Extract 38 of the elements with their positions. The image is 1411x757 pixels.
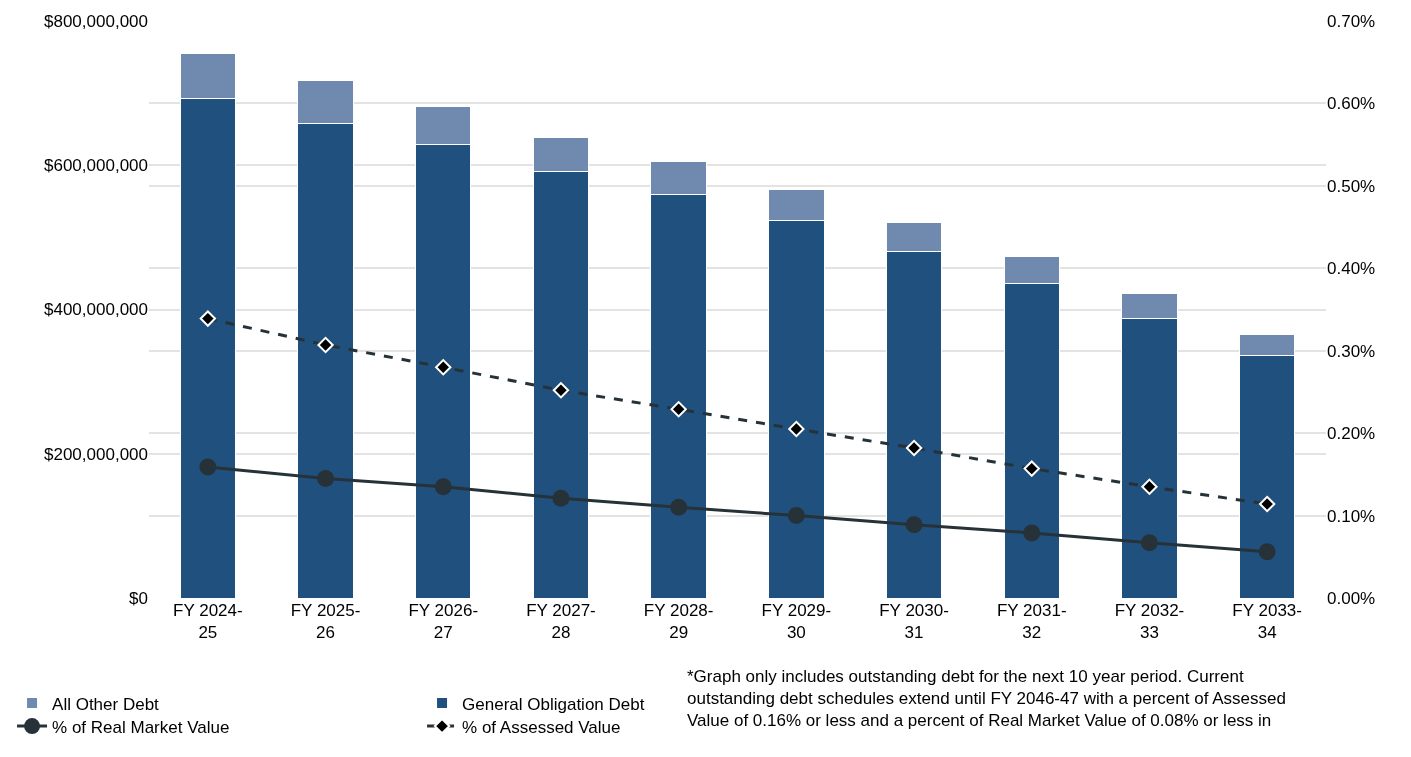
point <box>787 507 805 525</box>
point <box>552 489 570 507</box>
x-tick-label: FY 2024-25 <box>173 601 243 643</box>
x-tick-label: FY 2033-34 <box>1232 601 1302 643</box>
point <box>1258 543 1276 561</box>
y2-tick-label: 0.60% <box>1327 94 1376 114</box>
y2-tick-label: 0.30% <box>1327 341 1376 361</box>
y-tick-label: $400,000,000 <box>44 300 148 320</box>
x-tick-label: FY 2027-28 <box>526 601 596 643</box>
legend-label: General Obligation Debt <box>462 694 645 714</box>
x-tick-label: FY 2025-26 <box>290 601 361 643</box>
point <box>1023 524 1041 542</box>
x-tick-label: FY 2028-29 <box>643 601 714 643</box>
legend-label: % of Real Market Value <box>52 717 230 737</box>
y2-tick-label: 0.40% <box>1327 259 1376 279</box>
point <box>317 469 335 487</box>
x-tick-label: FY 2030-31 <box>879 601 949 643</box>
y2-tick-label: 0.10% <box>1327 506 1376 526</box>
legend-label: All Other Debt <box>52 694 160 714</box>
x-tick-label: FY 2026-27 <box>408 601 479 643</box>
y2-tick-label: 0.70% <box>1327 11 1376 31</box>
y2-tick-label: 0.20% <box>1327 424 1376 444</box>
y-tick-label: $0 <box>129 588 148 608</box>
y-tick-label: $200,000,000 <box>44 444 148 464</box>
y2-tick-label: 0.00% <box>1327 588 1376 608</box>
point <box>199 458 217 476</box>
y2-tick-label: 0.50% <box>1327 176 1376 196</box>
point <box>1140 534 1158 552</box>
point <box>434 478 452 496</box>
x-tick-label: FY 2029-30 <box>761 601 832 643</box>
x-tick-label: FY 2032-33 <box>1114 601 1185 643</box>
x-tick-label: FY 2031-32 <box>996 601 1067 643</box>
y-tick-label: $600,000,000 <box>44 156 148 176</box>
text: *Graph only includes outstanding debt for the next 10 year period. Current outstanding debt schedules extend until FY 2046-47 with a percent of Assessed Value of 0.16% or less and a percent of Real Market Value of 0.08% or less in <box>687 667 1286 731</box>
point <box>670 498 688 516</box>
point <box>905 516 923 534</box>
legend-label: % of Assessed Value <box>462 717 621 737</box>
y-tick-label: $800,000,000 <box>44 11 148 31</box>
